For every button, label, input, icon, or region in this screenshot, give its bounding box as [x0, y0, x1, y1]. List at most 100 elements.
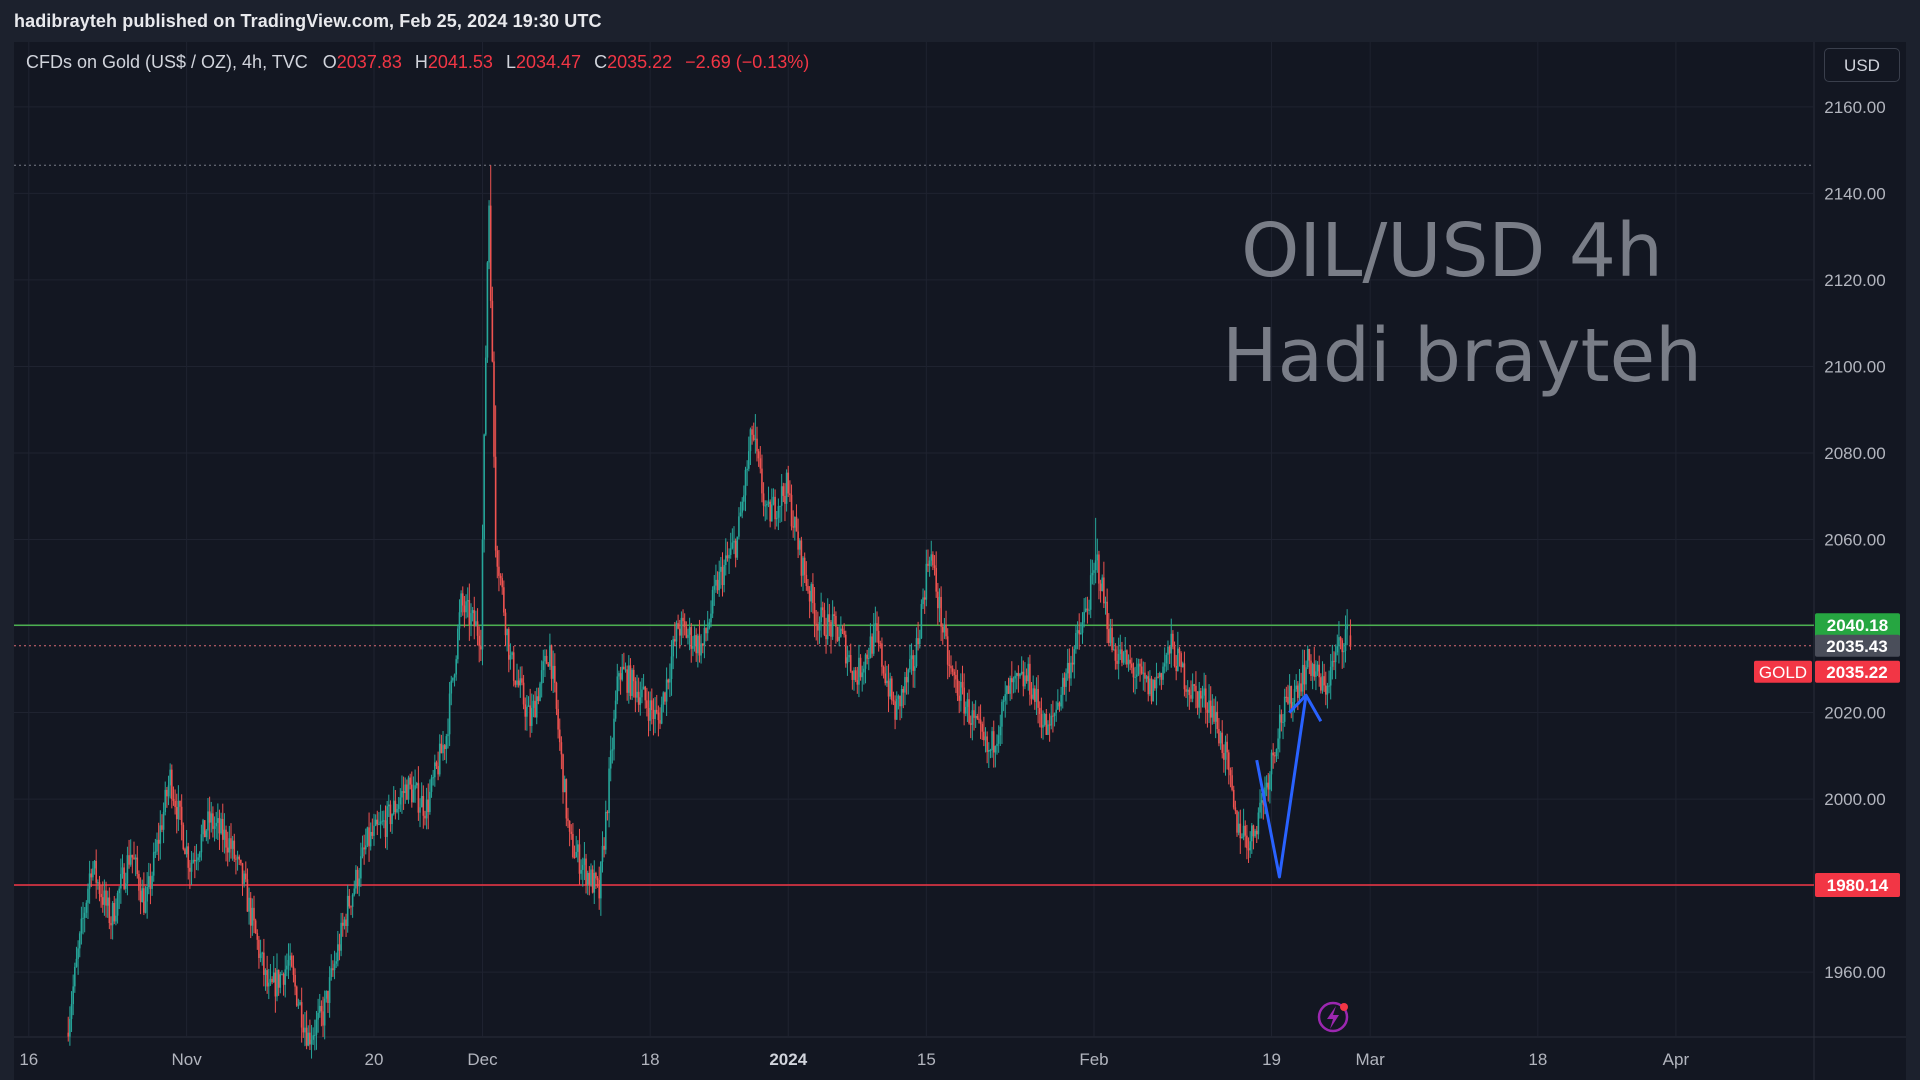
candle	[849, 643, 852, 673]
candle	[499, 573, 502, 586]
candle	[991, 726, 993, 758]
candle	[384, 805, 387, 849]
time-axis[interactable]: 16 Nov 20 Dec 18 2024 15 Feb 19 Mar 18 Apr	[19, 1050, 1689, 1069]
candle	[341, 912, 344, 937]
candle	[98, 875, 101, 902]
candle	[220, 812, 222, 835]
candle	[1037, 675, 1039, 724]
candle	[797, 518, 799, 559]
candle	[1208, 684, 1210, 724]
candle	[1175, 654, 1177, 681]
candle	[369, 822, 372, 851]
candle	[1094, 517, 1097, 584]
candle	[438, 734, 441, 777]
candle	[586, 870, 589, 895]
candle	[629, 658, 632, 700]
arrow-drawing[interactable]	[1255, 693, 1323, 879]
candle	[1104, 596, 1107, 615]
candle	[785, 469, 788, 512]
candle	[659, 707, 661, 730]
close-value: 2035.22	[607, 52, 673, 72]
candle	[307, 1025, 310, 1047]
candle	[69, 1006, 71, 1046]
price-axis[interactable]: 1960.001980.002000.002020.002040.002060.…	[1824, 98, 1885, 982]
candle	[409, 773, 411, 790]
candle	[1246, 824, 1248, 860]
candle	[581, 857, 584, 887]
candle	[1193, 683, 1196, 692]
candle	[846, 645, 849, 676]
candle	[251, 898, 254, 936]
candle	[205, 828, 208, 842]
candle	[345, 913, 347, 937]
candle	[1134, 666, 1136, 695]
candle	[606, 810, 609, 821]
candle	[784, 483, 786, 522]
candle	[1178, 646, 1181, 667]
candle	[1334, 644, 1337, 680]
candle	[264, 968, 267, 991]
candle	[202, 818, 204, 842]
candle	[159, 810, 162, 860]
chart-pane[interactable]	[14, 42, 1906, 1080]
candle	[113, 895, 116, 925]
candle	[1301, 649, 1304, 697]
candle	[1170, 618, 1173, 668]
candle	[517, 669, 520, 688]
candle	[386, 800, 388, 850]
candle	[654, 697, 656, 734]
candle	[910, 643, 913, 675]
candle	[504, 608, 507, 646]
candle	[674, 621, 676, 646]
candle	[874, 606, 877, 643]
candle	[1132, 662, 1135, 693]
candle	[1068, 648, 1071, 692]
candle	[600, 861, 602, 916]
candle	[715, 564, 717, 593]
lightning-icon[interactable]	[1317, 1001, 1349, 1033]
arrow-line[interactable]	[1255, 695, 1308, 879]
candle	[1001, 699, 1003, 744]
candle	[795, 504, 798, 532]
candle	[522, 674, 525, 710]
candle	[397, 796, 400, 820]
candle	[481, 524, 484, 666]
candle	[424, 810, 426, 826]
candle	[580, 859, 582, 880]
candle	[1140, 658, 1143, 675]
candle	[568, 820, 571, 847]
candle	[1066, 648, 1069, 681]
candle	[1017, 665, 1020, 693]
candle	[1285, 686, 1288, 703]
arrow-head[interactable]	[1288, 693, 1323, 722]
candle	[1167, 640, 1169, 671]
candle	[1053, 712, 1056, 727]
candle	[361, 835, 364, 859]
candle	[789, 480, 791, 502]
candle	[969, 715, 972, 739]
candle	[608, 757, 610, 828]
price-tick-label: 2160.00	[1824, 98, 1885, 117]
candle	[468, 583, 471, 641]
candle	[1229, 767, 1232, 788]
candle	[915, 627, 918, 668]
currency-button[interactable]: USD	[1824, 48, 1900, 82]
candle	[509, 643, 512, 670]
candle	[1004, 681, 1007, 718]
candle	[767, 486, 770, 508]
candle	[294, 968, 296, 996]
candle	[1065, 668, 1067, 702]
candle	[1344, 615, 1347, 663]
candle	[739, 501, 742, 517]
candlestick-series[interactable]	[67, 165, 1352, 1059]
candle	[535, 687, 538, 725]
candle	[97, 879, 99, 890]
candle	[1029, 654, 1031, 706]
candle	[879, 640, 882, 649]
candle	[1195, 671, 1197, 709]
candle	[328, 966, 331, 1018]
candle	[986, 731, 988, 764]
candle	[639, 681, 642, 716]
candle	[1320, 673, 1322, 694]
